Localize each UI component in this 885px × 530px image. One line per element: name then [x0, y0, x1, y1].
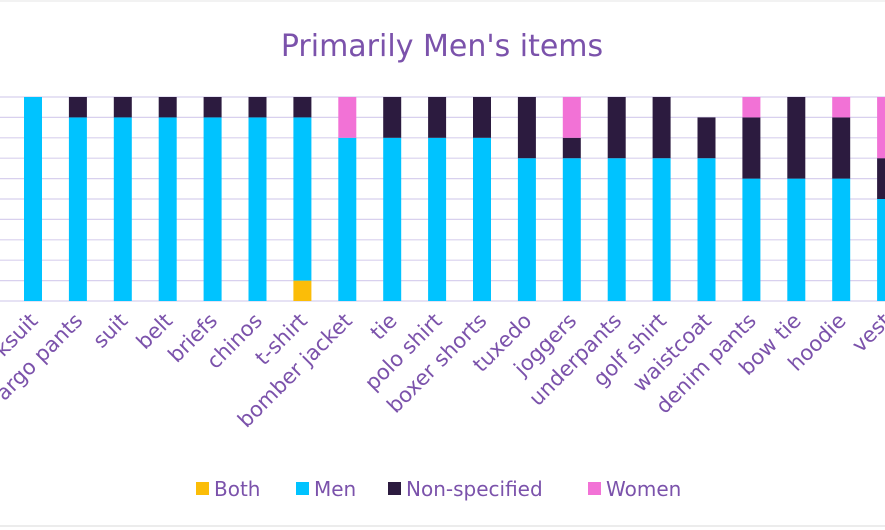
legend-swatch	[296, 482, 309, 495]
bar-vest-non-specified	[877, 158, 885, 199]
chart-title: Primarily Men's items	[281, 29, 603, 64]
bar-tracksuit-men	[24, 97, 42, 301]
bar-belt-non-specified	[158, 97, 177, 118]
legend-swatch	[388, 482, 401, 495]
bar-underpants-non-specified	[607, 97, 626, 159]
legend-label: Men	[314, 477, 356, 501]
x-tick-label: vest	[847, 309, 885, 357]
legend-item-women: Women	[588, 477, 681, 501]
bar-golf-shirt-non-specified	[652, 97, 671, 159]
bar-bomber-jacket-women	[338, 97, 357, 138]
bar-bomber-jacket-men	[338, 137, 357, 301]
bar-golf-shirt-men	[652, 158, 671, 301]
x-tick-label: suit	[88, 309, 132, 353]
bar-boxer-shorts-men	[473, 137, 491, 301]
bar-t-shirt-non-specified	[293, 97, 312, 118]
bar-boxer-shorts-non-specified	[473, 97, 491, 138]
legend-swatch	[588, 482, 601, 495]
bar-tuxedo-men	[517, 158, 536, 301]
bar-vest-men	[877, 199, 885, 301]
bar-bow-tie-men	[787, 178, 806, 301]
x-tick-label: tie	[366, 309, 402, 345]
bar-briefs-men	[203, 117, 222, 302]
bar-vest-women	[877, 97, 885, 159]
legend-item-non-specified: Non-specified	[388, 477, 543, 501]
legend-item-men: Men	[296, 477, 356, 501]
bar-waistcoat-non-specified	[697, 117, 716, 159]
bar-t-shirt-both	[293, 280, 312, 301]
bar-tuxedo-non-specified	[517, 97, 536, 159]
bar-joggers-non-specified	[562, 137, 581, 159]
bar-waistcoat-men	[697, 158, 716, 301]
bar-hoodie-men	[832, 178, 851, 301]
bar-bow-tie-non-specified	[787, 97, 806, 179]
bar-chinos-men	[248, 117, 267, 302]
bar-tie-non-specified	[383, 97, 402, 138]
bars	[24, 97, 885, 302]
bar-denim-pants-men	[742, 178, 761, 301]
bar-hoodie-women	[832, 97, 851, 118]
bar-tie-men	[383, 137, 402, 301]
bar-denim-pants-non-specified	[742, 117, 761, 179]
legend-label: Non-specified	[406, 477, 543, 501]
bar-belt-men	[158, 117, 177, 302]
legend-label: Both	[214, 477, 260, 501]
bar-suit-men	[113, 117, 132, 302]
bar-t-shirt-men	[293, 117, 312, 281]
bar-briefs-non-specified	[203, 97, 222, 118]
legend-swatch	[196, 482, 209, 495]
bar-polo-shirt-men	[428, 137, 447, 301]
legend-label: Women	[606, 477, 681, 501]
bar-suit-non-specified	[113, 97, 132, 118]
bar-joggers-men	[562, 158, 581, 301]
bar-polo-shirt-non-specified	[428, 97, 447, 138]
legend-item-both: Both	[196, 477, 260, 501]
bar-hoodie-non-specified	[832, 117, 851, 179]
bar-chinos-non-specified	[248, 97, 267, 118]
bar-joggers-women	[562, 97, 581, 138]
bar-underpants-men	[607, 158, 626, 301]
legend: Both Men Non-specified Women	[196, 477, 681, 501]
bar-denim-pants-women	[742, 97, 761, 118]
bar-cargo-pants-men	[68, 117, 87, 302]
bar-cargo-pants-non-specified	[68, 97, 87, 118]
